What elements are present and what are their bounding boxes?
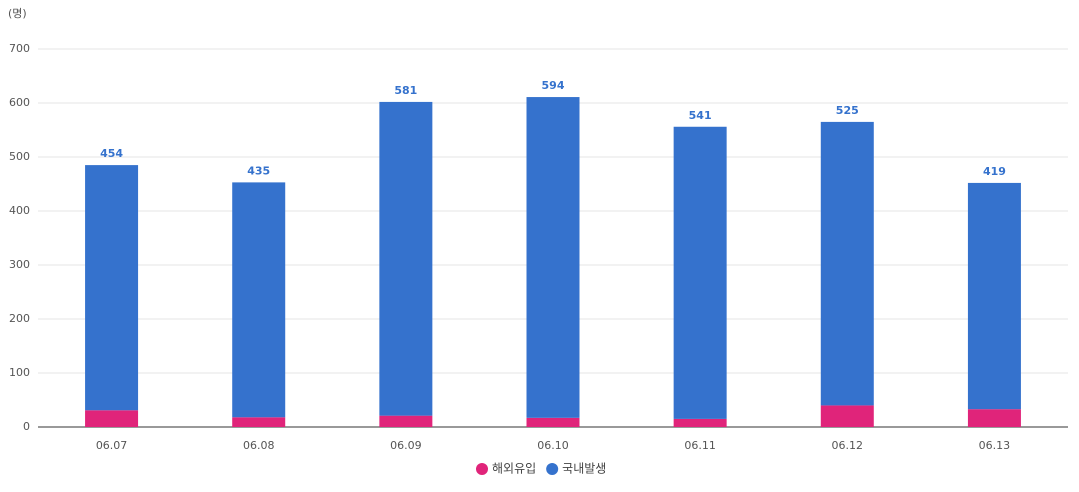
unit-label: (명) [8, 7, 27, 20]
x-tick-label: 06.13 [979, 439, 1011, 452]
legend-marker [546, 463, 559, 475]
bar-segment [379, 101, 433, 416]
bar-segment [232, 417, 286, 427]
legend-label: 해외유입 [492, 462, 536, 476]
value-label: 454 [100, 147, 123, 160]
x-tick-label: 06.09 [390, 439, 422, 452]
value-label: 525 [836, 104, 859, 117]
y-tick-label: 600 [9, 96, 30, 109]
value-label: 435 [247, 164, 270, 177]
x-tick-label: 06.08 [243, 439, 275, 452]
bar-segment [379, 415, 433, 427]
bar-segment [673, 126, 727, 419]
x-tick-label: 06.07 [96, 439, 128, 452]
y-tick-label: 0 [23, 420, 30, 433]
y-tick-label: 700 [9, 42, 30, 55]
bar-segment [673, 418, 727, 427]
legend-marker [476, 463, 488, 475]
x-tick-label: 06.11 [684, 439, 716, 452]
bar-segment [85, 410, 139, 427]
bar-segment [820, 405, 874, 427]
bar-segment [967, 182, 1021, 410]
value-label: 419 [983, 165, 1006, 178]
x-tick-label: 06.10 [537, 439, 569, 452]
value-label: 594 [542, 79, 565, 92]
bar-segment [820, 121, 874, 406]
value-label: 581 [394, 84, 417, 97]
bar-segment [967, 409, 1021, 427]
bar-segment [526, 97, 580, 418]
x-tick-label: 06.12 [832, 439, 864, 452]
value-label: 541 [689, 109, 712, 122]
y-tick-label: 100 [9, 366, 30, 379]
bar-segment [85, 165, 139, 411]
y-tick-label: 300 [9, 258, 30, 271]
y-tick-label: 500 [9, 150, 30, 163]
legend-label: 국내발생 [562, 462, 606, 476]
y-tick-label: 400 [9, 204, 30, 217]
y-tick-label: 200 [9, 312, 30, 325]
bar-segment [526, 417, 580, 427]
bar-segment [232, 182, 286, 418]
